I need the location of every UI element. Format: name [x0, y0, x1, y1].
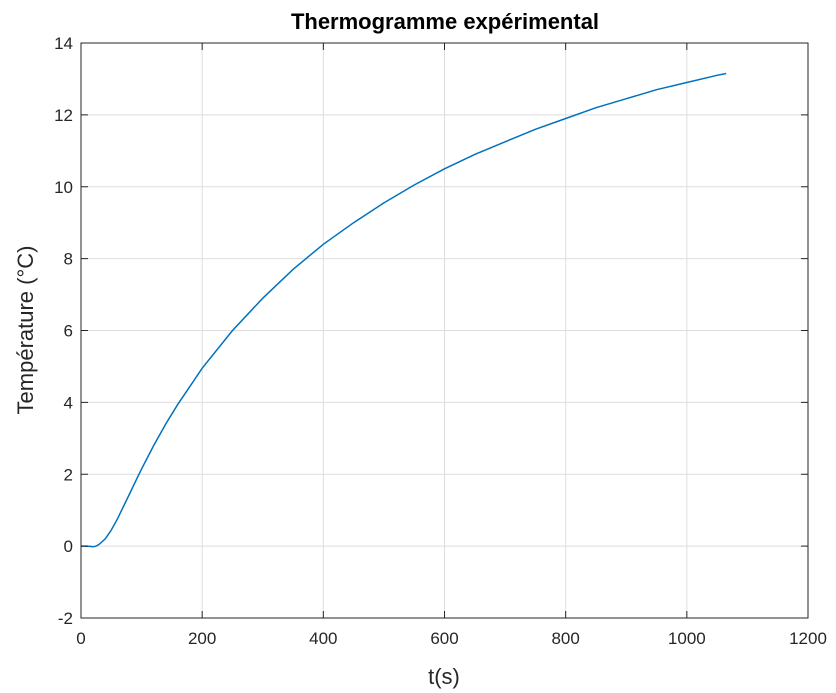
x-tick-label: 200 — [188, 629, 216, 648]
plot-area — [81, 72, 727, 548]
y-axis-label: Température (°C) — [13, 246, 38, 415]
x-tick-label: 400 — [309, 629, 337, 648]
y-tick-label: 6 — [64, 322, 73, 341]
x-tick-label: 800 — [551, 629, 579, 648]
y-tick-label: 8 — [64, 250, 73, 269]
x-tick-label: 600 — [430, 629, 458, 648]
y-tick-label: 12 — [54, 106, 73, 125]
grid — [80, 42, 809, 619]
chart-title: Thermogramme expérimental — [291, 9, 599, 34]
y-tick-label: 10 — [54, 178, 73, 197]
x-tick-label: 0 — [76, 629, 85, 648]
series-line — [81, 72, 727, 548]
x-tick-label: 1200 — [789, 629, 827, 648]
y-tick-label: 14 — [54, 34, 73, 53]
x-axis-label: t(s) — [428, 664, 460, 689]
x-tick-label: 1000 — [668, 629, 706, 648]
y-tick-label: -2 — [58, 609, 73, 628]
y-tick-label: 4 — [64, 393, 73, 412]
y-tick-label: 2 — [64, 465, 73, 484]
y-tick-label: 0 — [64, 537, 73, 556]
